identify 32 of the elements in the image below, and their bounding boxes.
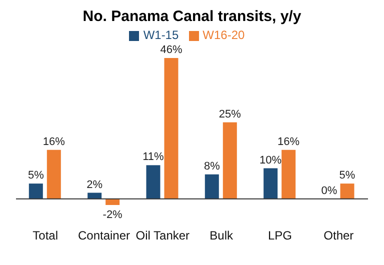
data-label: 25% <box>218 108 242 120</box>
data-label: 5% <box>28 170 44 182</box>
bar <box>28 184 43 199</box>
data-label: 8% <box>204 160 220 172</box>
bar <box>264 168 278 199</box>
bar <box>88 192 102 199</box>
bar <box>222 122 237 199</box>
bar <box>146 165 160 199</box>
legend-label: W16-20 <box>202 28 245 42</box>
bar <box>204 174 219 199</box>
data-label: 11% <box>142 151 164 164</box>
data-label: 46% <box>160 44 182 56</box>
data-label: 5% <box>339 170 356 182</box>
data-label: 0% <box>321 184 338 197</box>
data-label: 16% <box>42 136 66 148</box>
x-tick-label: Other <box>324 228 354 243</box>
bar <box>340 184 354 199</box>
bar <box>46 150 61 199</box>
x-tick-label: Oil Tanker <box>136 228 190 243</box>
bar <box>106 198 120 205</box>
bar <box>164 58 178 199</box>
chart-title: No. Panama Canal transits, y/y <box>82 8 302 27</box>
data-label: -2% <box>102 209 123 221</box>
data-label: 16% <box>278 136 300 148</box>
x-tick-label: Total <box>32 228 58 243</box>
bar <box>282 150 296 199</box>
x-tick-label: Bulk <box>210 228 234 243</box>
legend-label: W1-15 <box>143 28 179 42</box>
x-tick-label: Container <box>78 228 130 243</box>
data-label: 10% <box>260 154 282 166</box>
x-tick-label: LPG <box>268 228 292 243</box>
data-label: 2% <box>86 178 103 191</box>
